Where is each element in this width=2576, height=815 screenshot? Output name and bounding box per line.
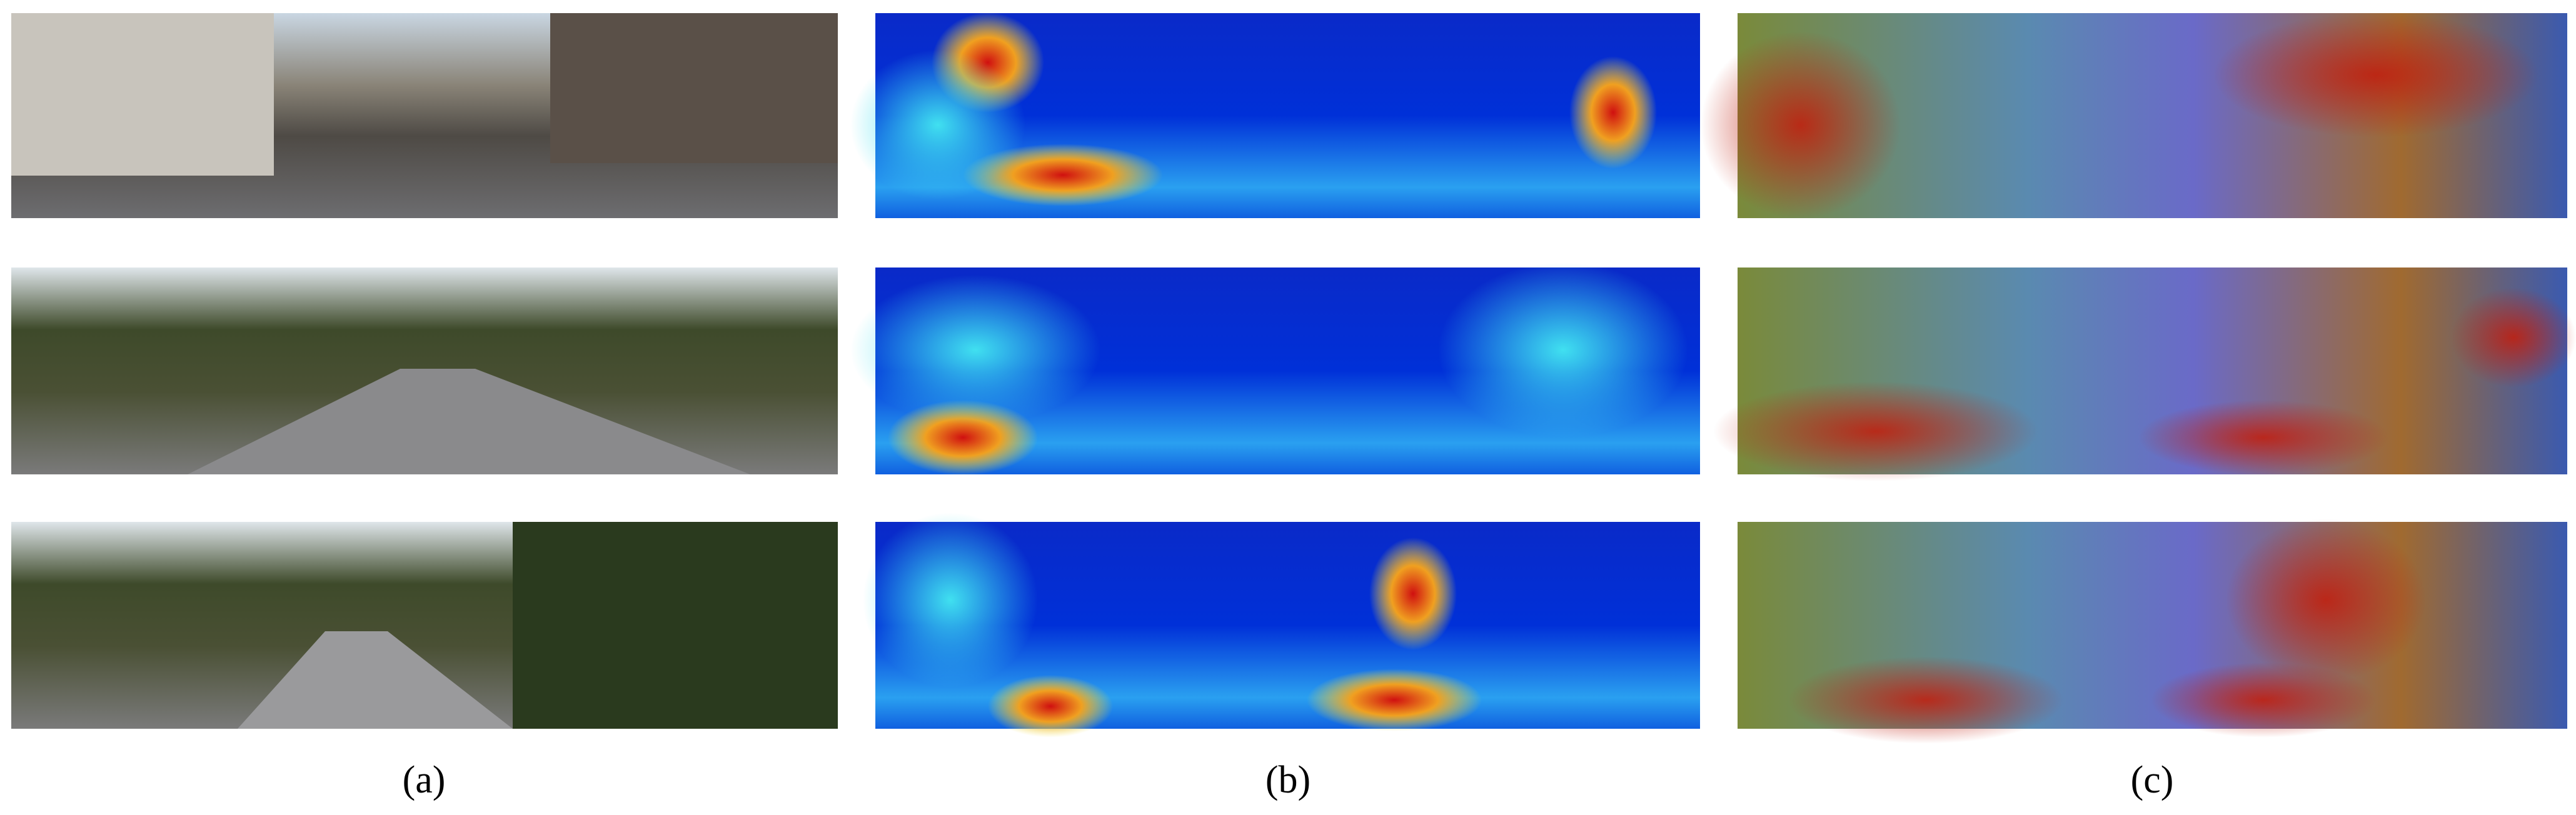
attention-overlays — [1701, 12, 2576, 744]
blob — [1369, 538, 1457, 650]
caption: (b) — [1265, 759, 1311, 801]
blob — [2226, 519, 2426, 681]
blob — [850, 50, 1025, 200]
blob — [863, 512, 1038, 688]
blob — [1701, 31, 1901, 219]
blob — [2138, 400, 2388, 475]
blob — [2151, 662, 2376, 738]
caption: (a) — [403, 759, 446, 801]
building — [550, 13, 838, 163]
caption: (c) — [2131, 759, 2174, 801]
blob — [1438, 262, 1688, 438]
road — [238, 631, 513, 729]
input-images — [11, 13, 838, 729]
blob — [2451, 288, 2576, 388]
blob — [1307, 669, 1482, 731]
building — [11, 13, 274, 176]
road — [188, 369, 750, 474]
blob — [988, 675, 1113, 738]
trees — [513, 522, 838, 729]
blob — [1788, 656, 2063, 744]
depth-maps — [850, 12, 1700, 738]
blob — [1713, 381, 2038, 481]
blob — [1569, 56, 1657, 169]
blob — [2213, 12, 2538, 138]
blob — [850, 275, 1100, 425]
